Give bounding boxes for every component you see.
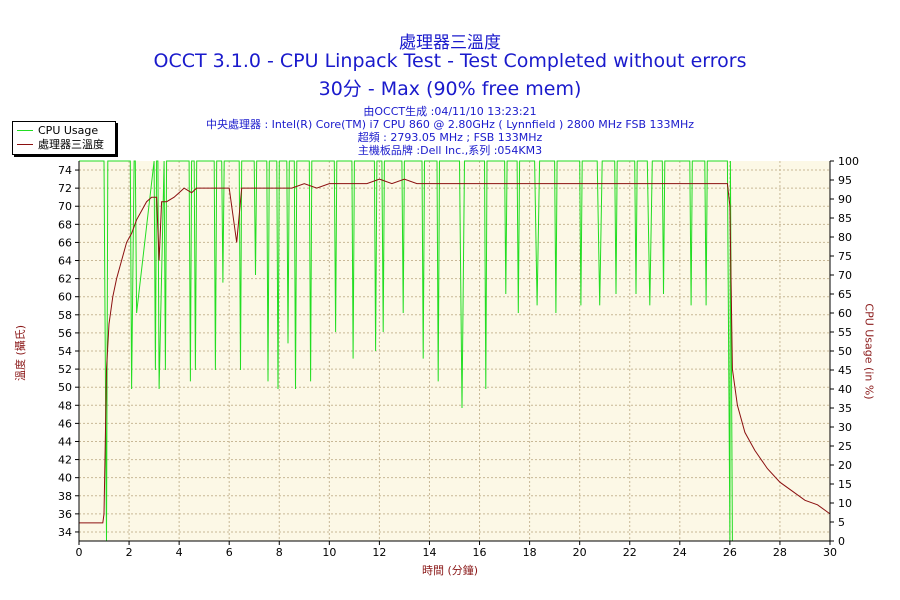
y-right-tick-label: 15 xyxy=(838,478,852,491)
y-right-tick-label: 75 xyxy=(838,250,852,263)
legend: CPU Usage 處理器三溫度 xyxy=(12,121,116,155)
y-left-tick-label: 68 xyxy=(58,218,72,231)
legend-swatch-temperature xyxy=(17,144,33,145)
y-right-tick-label: 45 xyxy=(838,364,852,377)
y-left-tick-label: 34 xyxy=(58,526,72,539)
y-left-tick-label: 66 xyxy=(58,236,72,249)
y-left-tick-label: 46 xyxy=(58,417,72,430)
y-left-tick-label: 64 xyxy=(58,255,72,268)
y-left-tick-label: 62 xyxy=(58,273,72,286)
y-left-tick-label: 56 xyxy=(58,327,72,340)
y-axis-left-label: 溫度 (攝氏) xyxy=(12,303,28,403)
y-right-tick-label: 40 xyxy=(838,383,852,396)
y-right-tick-label: 0 xyxy=(838,535,845,548)
legend-label-temperature: 處理器三溫度 xyxy=(38,136,104,152)
x-tick-label: 20 xyxy=(573,546,587,559)
y-right-tick-label: 5 xyxy=(838,516,845,529)
y-axis-right-label: CPU Usage (in %) xyxy=(863,297,876,407)
y-left-tick-label: 48 xyxy=(58,399,72,412)
x-tick-label: 0 xyxy=(76,546,83,559)
y-right-tick-label: 85 xyxy=(838,212,852,225)
y-right-tick-label: 10 xyxy=(838,497,852,510)
y-right-tick-label: 95 xyxy=(838,174,852,187)
x-tick-label: 28 xyxy=(773,546,787,559)
y-left-tick-label: 40 xyxy=(58,472,72,485)
y-left-tick-label: 52 xyxy=(58,363,72,376)
y-right-tick-label: 25 xyxy=(838,440,852,453)
y-right-tick-label: 70 xyxy=(838,269,852,282)
y-left-tick-label: 42 xyxy=(58,454,72,467)
y-right-tick-label: 100 xyxy=(838,155,859,168)
y-right-tick-label: 55 xyxy=(838,326,852,339)
x-tick-label: 30 xyxy=(823,546,837,559)
y-left-tick-label: 54 xyxy=(58,345,72,358)
legend-item-temperature: 處理器三溫度 xyxy=(17,137,104,151)
x-tick-label: 26 xyxy=(723,546,737,559)
x-tick-label: 16 xyxy=(473,546,487,559)
x-tick-label: 4 xyxy=(176,546,183,559)
y-left-tick-label: 58 xyxy=(58,309,72,322)
x-tick-label: 12 xyxy=(372,546,386,559)
y-left-tick-label: 38 xyxy=(58,490,72,503)
x-tick-label: 6 xyxy=(226,546,233,559)
x-tick-label: 10 xyxy=(322,546,336,559)
y-right-tick-label: 65 xyxy=(838,288,852,301)
y-right-tick-label: 80 xyxy=(838,231,852,244)
y-right-tick-label: 20 xyxy=(838,459,852,472)
legend-label-cpu-usage: CPU Usage xyxy=(38,124,98,137)
y-left-tick-label: 70 xyxy=(58,200,72,213)
x-tick-label: 18 xyxy=(523,546,537,559)
y-left-tick-label: 44 xyxy=(58,435,72,448)
y-left-tick-label: 72 xyxy=(58,182,72,195)
y-left-tick-label: 36 xyxy=(58,508,72,521)
legend-item-cpu-usage: CPU Usage xyxy=(17,123,98,137)
x-tick-label: 24 xyxy=(673,546,687,559)
x-tick-label: 22 xyxy=(623,546,637,559)
y-right-tick-label: 50 xyxy=(838,345,852,358)
legend-swatch-cpu-usage xyxy=(17,130,33,131)
y-left-tick-label: 50 xyxy=(58,381,72,394)
x-tick-label: 8 xyxy=(276,546,283,559)
y-right-tick-label: 30 xyxy=(838,421,852,434)
y-right-tick-label: 90 xyxy=(838,193,852,206)
y-right-tick-label: 60 xyxy=(838,307,852,320)
x-tick-label: 2 xyxy=(126,546,133,559)
y-left-tick-label: 74 xyxy=(58,164,72,177)
y-right-tick-label: 35 xyxy=(838,402,852,415)
x-tick-label: 14 xyxy=(422,546,436,559)
y-left-tick-label: 60 xyxy=(58,291,72,304)
x-axis-label: 時間 (分鐘) xyxy=(0,562,900,578)
